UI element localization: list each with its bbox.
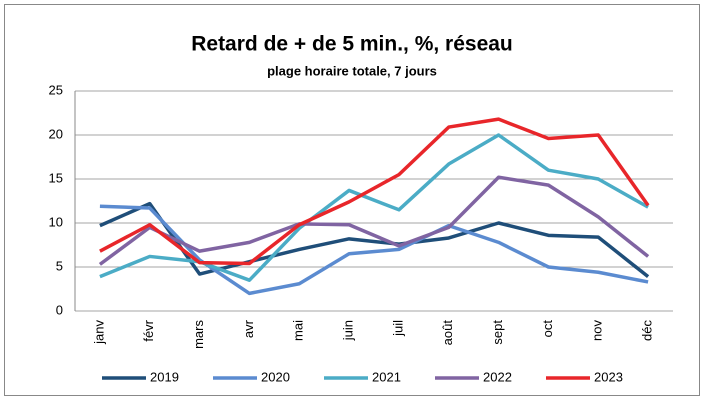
y-tick-label: 5 xyxy=(56,258,63,273)
x-tick-label: nov xyxy=(590,320,605,341)
x-tick-label: mars xyxy=(191,320,206,349)
x-tick-label: avr xyxy=(241,319,256,338)
x-tick-label: juil xyxy=(390,320,405,337)
series-line xyxy=(98,175,650,266)
y-tick-label: 15 xyxy=(49,170,63,185)
legend-label: 2022 xyxy=(483,369,512,384)
y-tick-label: 10 xyxy=(49,214,63,229)
chart-title: Retard de + de 5 min., %, réseau xyxy=(191,33,513,56)
series-line xyxy=(99,133,649,282)
series-line xyxy=(99,117,650,266)
x-tick-label: août xyxy=(440,320,455,346)
y-tick-label: 20 xyxy=(49,126,63,141)
legend-label: 2021 xyxy=(372,369,401,384)
y-tick-label: 0 xyxy=(56,302,63,317)
legend-label: 2020 xyxy=(261,369,290,384)
series-line xyxy=(99,204,649,296)
y-tick-label: 25 xyxy=(49,82,63,97)
x-tick-label: févr xyxy=(141,319,156,341)
chart-subtitle: plage horaire totale, 7 jours xyxy=(267,63,437,78)
legend-label: 2019 xyxy=(150,369,179,384)
x-tick-label: janv xyxy=(91,320,106,345)
legend-label: 2023 xyxy=(594,369,623,384)
x-tick-label: oct xyxy=(540,320,555,338)
x-tick-label: déc xyxy=(640,320,655,341)
x-tick-label: sept xyxy=(490,320,505,345)
x-tick-label: mai xyxy=(291,320,306,341)
x-tick-label: juin xyxy=(341,320,356,341)
